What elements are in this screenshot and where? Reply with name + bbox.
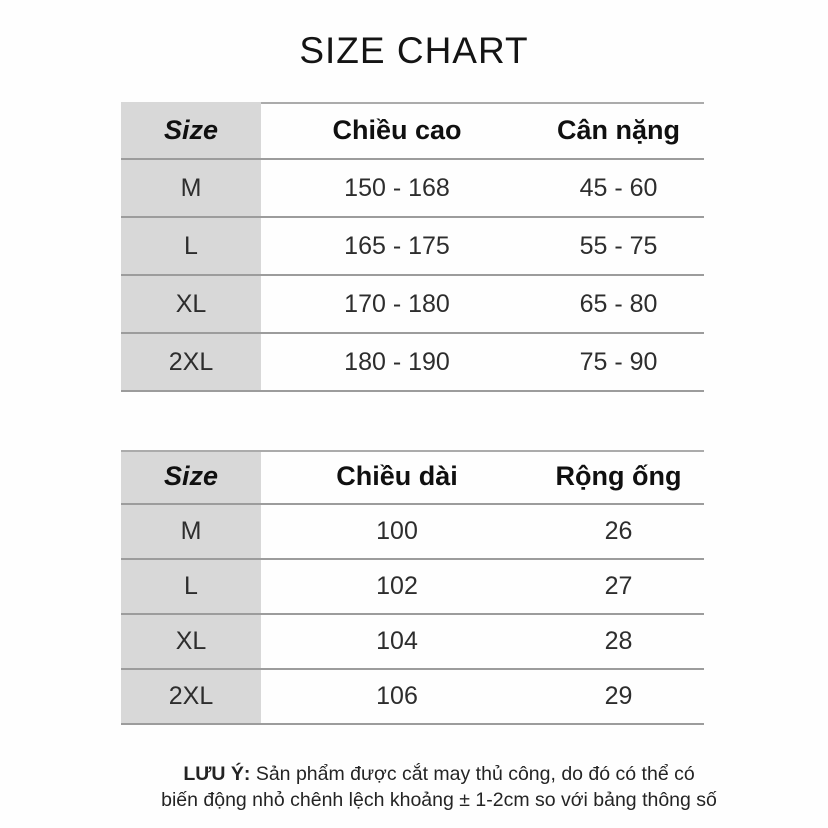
weight-cell: 65 - 80	[579, 289, 658, 318]
size-cell: XL	[121, 276, 261, 332]
table-row: 2XL 106 29	[121, 670, 704, 725]
column-header-legwidth: Rộng ống	[555, 461, 682, 491]
height-cell: 170 - 180	[344, 289, 450, 318]
size-cell: M	[121, 160, 261, 216]
size-cell: 2XL	[121, 334, 261, 390]
footnote-text-1: Sản phẩm được cắt may thủ công, do đó có…	[255, 763, 695, 785]
column-header-weight: Cân nặng	[556, 114, 680, 145]
table-header-row: Size Chiều dài Rộng ống	[121, 450, 704, 505]
table-row: L 102 27	[121, 560, 704, 615]
table-row: M 100 26	[121, 505, 704, 560]
table-row: 2XL 180 - 190 75 - 90	[121, 334, 704, 392]
footnote-label: LƯU Ý:	[183, 763, 251, 785]
weight-cell: 75 - 90	[579, 347, 658, 376]
footnote: LƯU Ý: Sản phẩm được cắt may thủ công, d…	[25, 761, 828, 813]
legwidth-cell: 26	[604, 517, 633, 545]
table-row: XL 170 - 180 65 - 80	[121, 276, 704, 334]
size-cell: XL	[121, 615, 261, 668]
length-cell: 102	[376, 572, 418, 600]
footnote-line-1: LƯU Ý: Sản phẩm được cắt may thủ công, d…	[183, 763, 694, 785]
column-header-size: Size	[121, 102, 261, 158]
size-table-length-legwidth: Size Chiều dài Rộng ống M 100 26 L 102 2…	[121, 450, 704, 725]
page-title: SIZE CHART	[299, 30, 529, 71]
legwidth-cell: 28	[604, 627, 633, 655]
size-cell: M	[121, 505, 261, 558]
table-row: L 165 - 175 55 - 75	[121, 218, 704, 276]
legwidth-cell: 27	[604, 572, 633, 600]
table-header-row: Size Chiều cao Cân nặng	[121, 102, 704, 160]
table-top-border	[121, 450, 704, 452]
height-cell: 180 - 190	[344, 347, 450, 376]
height-cell: 150 - 168	[344, 173, 450, 202]
table-top-border	[261, 102, 704, 104]
weight-cell: 45 - 60	[579, 173, 658, 202]
column-header-length: Chiều dài	[336, 461, 458, 491]
length-cell: 104	[376, 627, 418, 655]
table-row: M 150 - 168 45 - 60	[121, 160, 704, 218]
size-cell: 2XL	[121, 670, 261, 723]
size-table-height-weight: Size Chiều cao Cân nặng M 150 - 168 45 -…	[121, 102, 704, 392]
size-cell: L	[121, 218, 261, 274]
height-cell: 165 - 175	[344, 231, 450, 260]
column-header-size: Size	[121, 450, 261, 503]
length-cell: 106	[376, 682, 418, 710]
length-cell: 100	[376, 517, 418, 545]
table-row: XL 104 28	[121, 615, 704, 670]
weight-cell: 55 - 75	[579, 231, 658, 260]
footnote-line-2: biến động nhỏ chênh lệch khoảng ± 1-2cm …	[161, 789, 717, 811]
column-header-height: Chiều cao	[332, 114, 462, 145]
size-cell: L	[121, 560, 261, 613]
legwidth-cell: 29	[604, 682, 633, 710]
footnote-text-2: biến động nhỏ chênh lệch khoảng ± 1-2cm …	[161, 789, 717, 811]
